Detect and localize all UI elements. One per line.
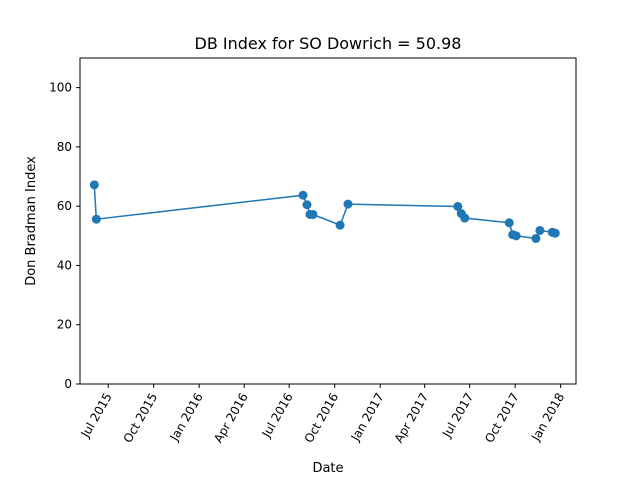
- data-point: [531, 233, 541, 243]
- series-line: [93, 184, 556, 240]
- x-tick-label: Oct 2016: [302, 391, 342, 446]
- data-point: [89, 180, 99, 190]
- data-point: [308, 209, 318, 219]
- x-tick-label: Jul 2016: [259, 391, 296, 441]
- y-axis: 0 20 40 60 80 100: [49, 81, 80, 391]
- data-point: [511, 231, 521, 241]
- x-tick-label: Jan 2017: [348, 391, 387, 445]
- x-axis-label: Date: [312, 461, 343, 476]
- series-layer: [89, 180, 560, 243]
- y-tick-label: 60: [57, 199, 72, 213]
- x-tick-label: Oct 2017: [482, 391, 522, 446]
- y-tick-label: 0: [64, 377, 72, 391]
- data-point: [343, 199, 353, 209]
- y-tick-label: 20: [57, 318, 72, 332]
- data-point: [335, 220, 345, 230]
- x-tick-label: Jul 2017: [439, 391, 476, 441]
- x-tick-label: Jan 2018: [528, 391, 567, 445]
- data-point: [91, 214, 101, 224]
- y-tick-label: 40: [57, 258, 72, 272]
- y-axis-label: Don Bradman Index: [24, 156, 39, 286]
- chart-title: DB Index for SO Dowrich = 50.98: [195, 34, 462, 53]
- y-tick-label: 100: [49, 81, 72, 95]
- x-tick-label: Apr 2016: [211, 391, 251, 446]
- data-point: [535, 225, 545, 235]
- x-tick-label: Oct 2015: [121, 391, 161, 446]
- data-point: [298, 190, 308, 200]
- y-tick-label: 80: [57, 140, 72, 154]
- axes-frame: [79, 57, 577, 385]
- x-tick-label: Jan 2016: [167, 391, 206, 445]
- data-point: [460, 213, 470, 223]
- x-tick-label: Apr 2017: [392, 391, 432, 446]
- x-axis: Jul 2015 Oct 2015 Jan 2016 Apr 2016 Jul 2016…: [78, 384, 567, 446]
- data-point: [453, 201, 463, 211]
- x-tick-label: Jul 2015: [78, 391, 115, 441]
- data-point: [550, 228, 560, 238]
- data-point: [302, 200, 312, 210]
- data-point: [504, 218, 514, 228]
